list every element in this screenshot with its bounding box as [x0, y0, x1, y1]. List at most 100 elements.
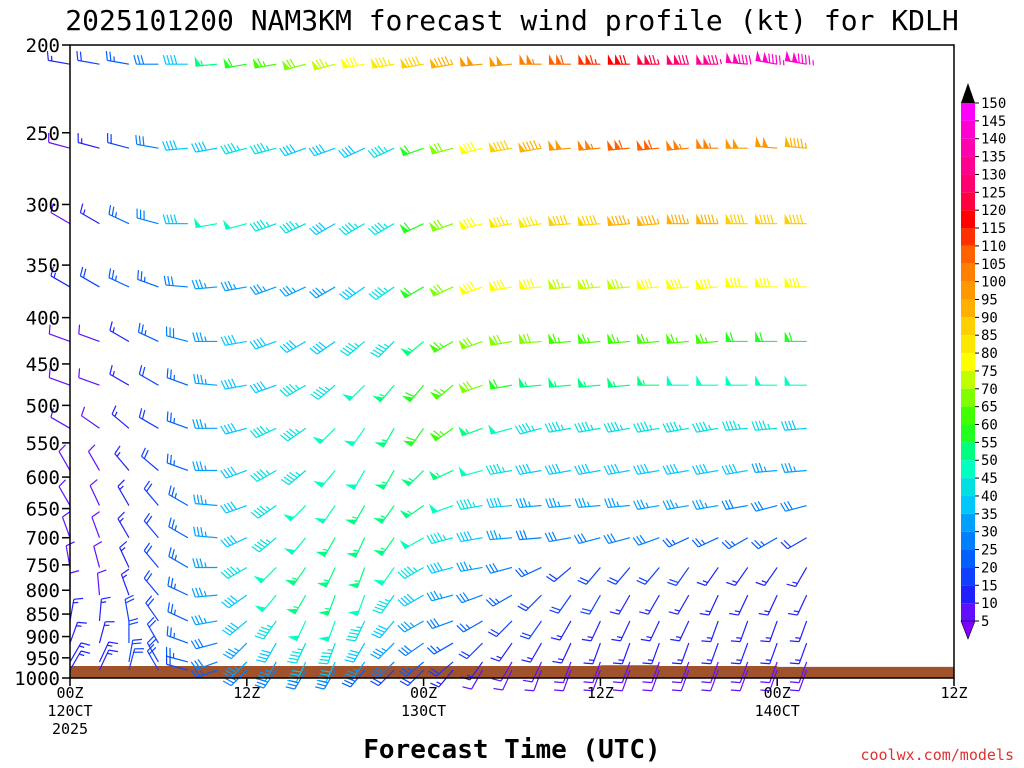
wind-barb [398, 661, 424, 677]
wind-barb [309, 222, 336, 236]
wind-barb [730, 620, 749, 643]
barb-flag [140, 55, 145, 65]
barb-flag [146, 545, 153, 554]
barb-half-flag [383, 223, 388, 228]
legend-swatch [961, 335, 975, 354]
barb-flag [699, 333, 705, 343]
barb-staff [680, 642, 690, 664]
wind-barb [636, 333, 660, 344]
barb-flag [640, 499, 646, 509]
wind-barb [367, 145, 395, 159]
barb-pennant [254, 605, 266, 612]
barb-flag [801, 54, 804, 64]
barb-flag [745, 54, 748, 65]
barb-flag [429, 619, 437, 628]
barb-flag [259, 505, 268, 513]
barb-flag [256, 681, 266, 686]
barb-flag [220, 380, 226, 390]
barb-flag [344, 289, 353, 296]
barb-flag [372, 669, 382, 676]
wind-barb [119, 541, 130, 568]
wind-barb [168, 485, 189, 507]
legend-tick-label: 135 [981, 150, 1006, 166]
barb-flag [227, 624, 236, 631]
barb-staff [405, 505, 424, 519]
wind-barb [455, 592, 483, 604]
wind-barb [544, 421, 572, 433]
wind-barb [137, 270, 159, 288]
barb-flag [370, 653, 379, 660]
barb-half-flag [702, 580, 708, 584]
barb-flag [230, 595, 239, 603]
barb-staff [578, 504, 601, 509]
barb-staff [434, 427, 454, 442]
barb-pennant [518, 217, 526, 228]
barb-pennant [607, 377, 614, 388]
legend-swatch [961, 549, 975, 568]
barb-flag [524, 689, 534, 692]
wind-barb [311, 58, 336, 71]
barb-flag [227, 58, 233, 68]
barb-staff [696, 504, 719, 510]
wind-barb [784, 276, 807, 288]
barb-pennant [725, 331, 732, 342]
barb-half-flag [616, 337, 620, 343]
barb-half-flag [764, 610, 770, 613]
barb-flag [433, 58, 440, 68]
barb-flag [260, 626, 271, 631]
barb-staff [49, 333, 71, 343]
x-tick-label: 00Z [56, 684, 83, 702]
barb-staff [166, 663, 189, 671]
wind-barb [607, 377, 630, 388]
barb-flag [555, 463, 561, 473]
wind-barb [666, 54, 689, 65]
wind-barb [346, 537, 366, 558]
barb-staff [124, 599, 130, 622]
barb-flag [170, 578, 174, 588]
wind-barb [249, 219, 277, 232]
barb-staff [226, 537, 248, 548]
barb-staff [557, 594, 572, 614]
barb-staff [285, 286, 306, 297]
barb-staff [404, 537, 424, 550]
barb-half-flag [442, 534, 447, 540]
wind-barb [249, 381, 277, 394]
barb-flag [786, 583, 796, 588]
barb-flag [681, 55, 686, 65]
legend-tick-label: 130 [981, 167, 1006, 183]
barb-staff [529, 642, 542, 663]
barb-flag [253, 285, 260, 294]
wind-barb [428, 503, 454, 514]
wind-barb [730, 669, 749, 692]
barb-flag [190, 661, 198, 670]
barb-half-flag [409, 622, 415, 627]
barb-staff [490, 147, 513, 153]
barb-half-flag [119, 485, 124, 491]
barb-staff [117, 518, 130, 539]
barb-staff [431, 537, 454, 544]
barb-half-flag [174, 492, 178, 499]
wind-barb [98, 649, 119, 671]
barb-flag [167, 276, 171, 286]
barb-flag [519, 635, 530, 640]
barb-flag [162, 141, 167, 151]
barb-staff [647, 594, 660, 615]
barb-flag [226, 467, 234, 476]
barb-staff [225, 147, 247, 155]
barb-flag [318, 679, 328, 684]
barb-pennant [784, 331, 791, 342]
wind-barb [548, 278, 571, 290]
wind-barb [128, 648, 144, 671]
barb-flag [289, 471, 298, 479]
barb-staff [621, 661, 631, 683]
barb-half-flag [675, 636, 682, 639]
barb-flag [288, 383, 297, 392]
barb-staff [351, 661, 366, 681]
barb-half-flag [704, 502, 708, 508]
barb-flag [198, 614, 204, 624]
wind-barb [612, 669, 631, 692]
barb-flag [732, 420, 738, 430]
barb-staff [89, 485, 101, 506]
wind-barb [639, 594, 660, 615]
